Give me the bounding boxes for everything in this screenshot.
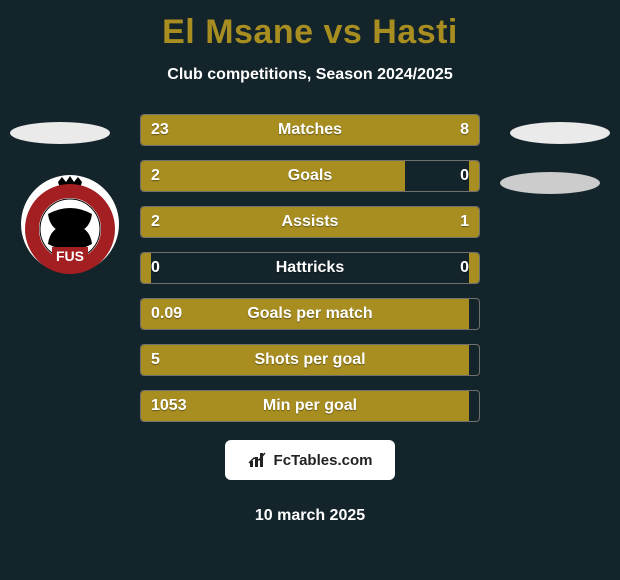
stat-row: 20Goals — [140, 160, 480, 192]
stat-row: 00Hattricks — [140, 252, 480, 284]
source-label: FcTables.com — [274, 452, 373, 469]
stat-label: Min per goal — [141, 391, 479, 421]
stat-label: Hattricks — [141, 253, 479, 283]
stat-label: Assists — [141, 207, 479, 237]
date-label: 10 march 2025 — [0, 507, 620, 525]
club-crest-icon: FUS — [20, 174, 120, 274]
chart-icon — [248, 451, 268, 469]
stat-row: 21Assists — [140, 206, 480, 238]
crest-label: FUS — [56, 248, 84, 264]
stat-row: 238Matches — [140, 114, 480, 146]
player-badge-right-bottom — [500, 172, 600, 194]
stat-row: 0.09Goals per match — [140, 298, 480, 330]
stat-label: Goals — [141, 161, 479, 191]
stat-label: Matches — [141, 115, 479, 145]
source-badge: FcTables.com — [225, 440, 395, 480]
stat-label: Goals per match — [141, 299, 479, 329]
stat-row: 1053Min per goal — [140, 390, 480, 422]
stat-row: 5Shots per goal — [140, 344, 480, 376]
stats-bars: 238Matches 20Goals 21Assists 00Hattricks 0.0… — [140, 114, 480, 436]
player-badge-right-top — [510, 122, 610, 144]
player-badge-left-top — [10, 122, 110, 144]
stat-label: Shots per goal — [141, 345, 479, 375]
page-title: El Msane vs Hasti — [0, 0, 620, 52]
page-subtitle: Club competitions, Season 2024/2025 — [0, 66, 620, 84]
